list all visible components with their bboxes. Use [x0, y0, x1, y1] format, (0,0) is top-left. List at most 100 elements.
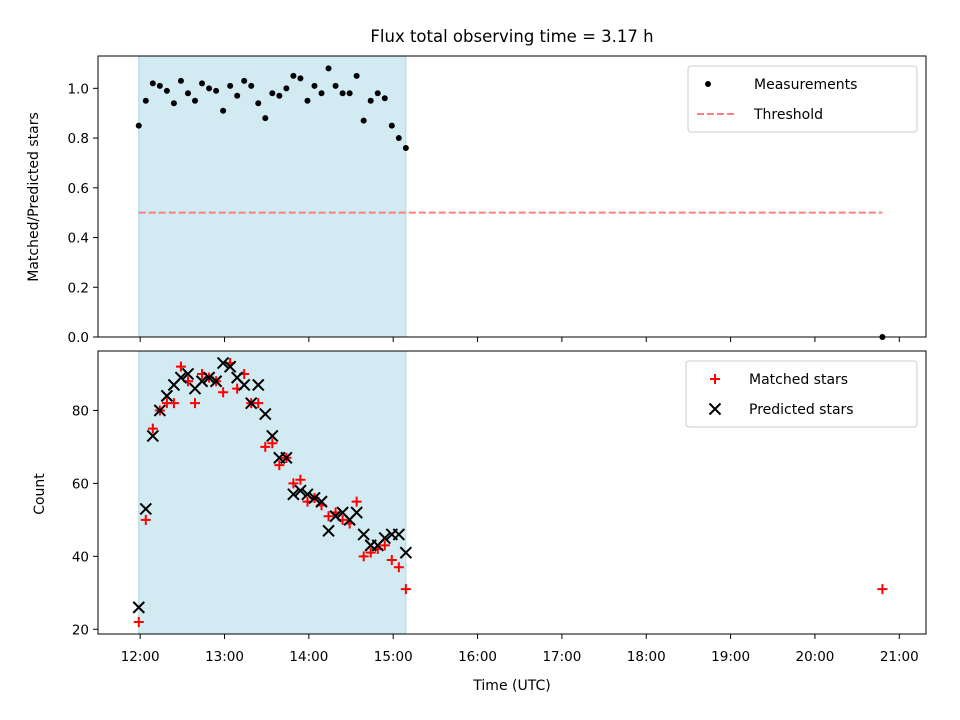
- measurement-point: [255, 100, 262, 107]
- predicted-star-point: [146, 429, 160, 443]
- matched-star-point: [133, 616, 144, 627]
- predicted-star-point: [350, 506, 363, 519]
- predicted-star-point: [252, 378, 265, 392]
- predicted-star-point: [294, 484, 307, 497]
- matched-star-point: [147, 423, 158, 434]
- matched-star-point: [260, 441, 271, 452]
- matched-star-point: [358, 551, 369, 562]
- predicted-star-point: [266, 429, 279, 443]
- measurement-point: [142, 97, 149, 104]
- matched-star-point: [393, 562, 404, 573]
- x-tick-label: 21:00: [880, 649, 919, 665]
- x-tick-label: 14:00: [289, 649, 328, 665]
- y-tick-label: 0.2: [68, 280, 89, 296]
- matched-star-point: [386, 554, 397, 565]
- measurement-point: [156, 82, 163, 89]
- series-measurements: [135, 65, 886, 340]
- measurement-point: [184, 90, 191, 97]
- observing-interval-shade: [138, 55, 407, 338]
- measurement-point: [360, 117, 367, 124]
- predicted-star-point: [160, 389, 174, 403]
- predicted-star-point: [139, 502, 153, 516]
- measurement-point: [269, 90, 276, 97]
- measurement-point: [199, 80, 206, 87]
- x-tick-label: 13:00: [205, 649, 244, 665]
- matched-star-point: [189, 398, 200, 409]
- legend-predicted-swatch: [708, 402, 722, 416]
- predicted-star-point: [237, 378, 251, 392]
- predicted-star-point: [308, 491, 321, 505]
- legend-matched-swatch: [710, 374, 720, 384]
- predicted-star-point: [174, 371, 188, 384]
- measurement-point: [311, 82, 318, 89]
- measurement-point: [163, 87, 170, 94]
- y-tick-label: 20: [72, 622, 89, 638]
- series-predicted-stars: [132, 356, 413, 614]
- predicted-star-point: [195, 375, 209, 388]
- legend-label: Measurements: [754, 77, 857, 93]
- predicted-star-point: [181, 367, 195, 381]
- predicted-star-point: [280, 451, 293, 465]
- measurement-point: [276, 92, 283, 99]
- matched-star-point: [400, 584, 411, 595]
- measurement-point: [213, 87, 220, 94]
- matched-star-point: [379, 540, 390, 551]
- matched-star-point: [140, 514, 151, 525]
- matched-star-point: [274, 460, 285, 471]
- y-tick-label: 0.6: [68, 181, 89, 197]
- measurement-point: [191, 97, 198, 104]
- matched-star-point: [295, 474, 306, 485]
- x-tick-label: 16:00: [458, 649, 497, 665]
- measurement-point: [227, 82, 234, 89]
- measurement-point: [381, 95, 388, 102]
- measurement-point: [241, 77, 248, 84]
- y-tick-label: 60: [72, 476, 89, 492]
- x-tick-label: 19:00: [711, 649, 750, 665]
- measurement-point: [149, 80, 156, 87]
- measurement-point: [332, 82, 339, 89]
- predicted-star-point: [315, 495, 328, 508]
- measurement-point: [297, 75, 304, 82]
- measurement-point: [374, 90, 381, 97]
- matched-star-point: [267, 438, 278, 449]
- measurement-point: [353, 72, 360, 79]
- predicted-star-point: [378, 531, 391, 545]
- y-tick-label: 40: [72, 549, 89, 565]
- predicted-star-point: [216, 356, 230, 370]
- predicted-star-point: [259, 407, 272, 421]
- measurement-point: [402, 145, 409, 152]
- y-tick-label: 80: [72, 403, 89, 419]
- predicted-star-point: [223, 360, 237, 373]
- measurement-point: [220, 107, 227, 114]
- measurement-point: [367, 97, 374, 104]
- predicted-star-point: [132, 601, 145, 614]
- x-tick-label: 17:00: [542, 649, 581, 665]
- x-tick-label: 20:00: [795, 649, 834, 665]
- plot-frame: [97, 55, 927, 338]
- y-tick-label: 0.0: [68, 330, 89, 346]
- matched-star-point: [323, 511, 334, 522]
- x-tick-label: 12:00: [121, 649, 160, 665]
- y-tick-label: 0.8: [68, 131, 89, 147]
- legend-label: Threshold: [753, 107, 823, 123]
- measurement-point: [339, 90, 346, 97]
- predicted-star-point: [287, 488, 300, 501]
- predicted-star-point: [399, 546, 413, 559]
- legend-measurement-swatch: [705, 81, 711, 87]
- y-tick-label: 0.4: [68, 231, 89, 247]
- bottom-panel-counts: 20 40 60 80 12:00 13:00 14:00 15:00 16:00 17:00 18…: [72, 350, 927, 665]
- bottom-y-axis-label: Count: [32, 473, 48, 515]
- legend-label: Matched stars: [749, 372, 848, 388]
- measurement-point: [135, 122, 142, 129]
- predicted-star-point: [202, 371, 216, 384]
- measurement-point: [248, 82, 255, 89]
- predicted-star-point: [245, 396, 258, 410]
- y-tick-label: 1.0: [68, 81, 89, 97]
- predicted-star-point: [209, 375, 223, 388]
- measurement-point: [346, 90, 353, 97]
- measurement-point: [318, 90, 325, 97]
- x-axis-label: Time (UTC): [472, 678, 550, 694]
- legend: Measurements Threshold: [687, 65, 918, 133]
- measurement-point: [325, 65, 332, 72]
